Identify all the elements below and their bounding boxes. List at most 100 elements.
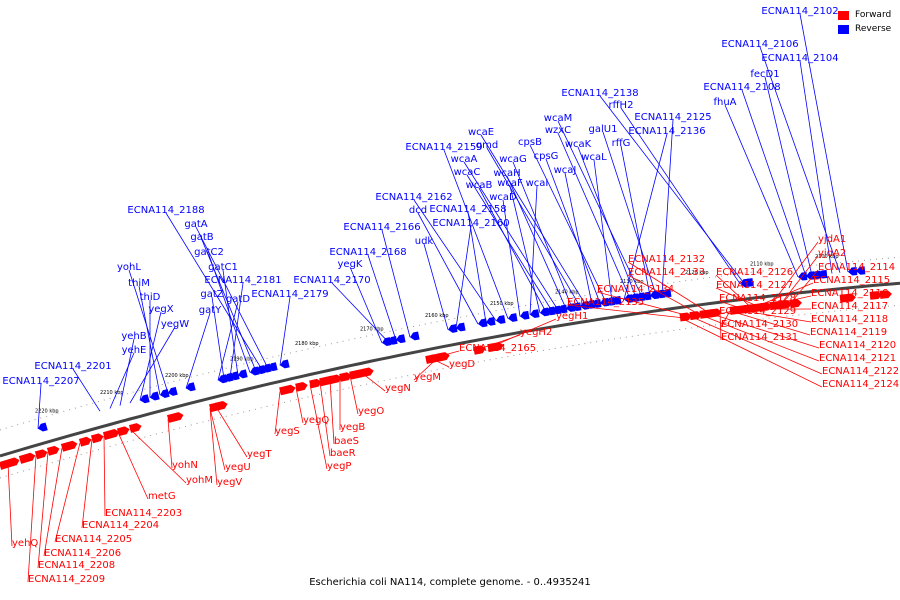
forward-label-32-leader (309, 384, 328, 470)
tick-label: 2140 kbp (555, 290, 579, 296)
reverse-label-28-leader (502, 199, 521, 317)
forward-label-22: yegH1 (556, 311, 588, 322)
reverse-label-46: gatZ (200, 289, 223, 300)
forward-label-7: ECNA114_2119 (810, 327, 887, 338)
forward-label-33-leader (295, 387, 304, 424)
forward-gene-37 (46, 445, 60, 456)
forward-label-45-leader (37, 451, 49, 569)
reverse-gene-8 (650, 290, 660, 300)
reverse-label-54-leader (119, 338, 135, 406)
forward-label-8: ECNA114_2120 (819, 340, 896, 351)
reverse-label-45: ECNA114_2181 (204, 275, 281, 286)
reverse-label-10-leader (661, 119, 674, 295)
legend-label-reverse: Reverse (855, 24, 892, 34)
reverse-label-13-leader (557, 132, 631, 299)
forward-label-8-leader (709, 313, 820, 349)
forward-gene-30 (166, 412, 184, 423)
tick-label: 2190 kbp (230, 356, 254, 362)
forward-label-41: ECNA114_2203 (105, 508, 182, 519)
reverse-label-2: ECNA114_2104 (761, 53, 838, 64)
reverse-label-6-leader (599, 95, 745, 284)
tick-label: 2200 kbp (165, 373, 189, 379)
reverse-label-31: ECNA114_2158 (429, 204, 506, 215)
reverse-label-21-leader (512, 161, 573, 308)
forward-label-4-leader (759, 295, 812, 308)
reverse-label-30: ECNA114_2162 (375, 192, 452, 203)
reverse-label-0-leader (799, 13, 849, 272)
reverse-label-53-leader (129, 326, 176, 404)
reverse-label-3-leader (764, 76, 813, 276)
reverse-gene-4 (812, 270, 822, 280)
forward-label-22-leader (487, 318, 557, 349)
reverse-label-26-leader (509, 185, 541, 314)
reverse-gene-39 (280, 359, 290, 369)
reverse-gene-5 (818, 269, 828, 279)
legend: Forward Reverse (838, 8, 891, 36)
forward-gene-25 (309, 378, 322, 389)
forward-label-26: yegM (414, 372, 441, 383)
forward-gene-26 (295, 382, 308, 392)
reverse-label-57: ECNA114_2207 (2, 376, 79, 387)
reverse-gene-25 (540, 307, 550, 317)
reverse-label-25: wcaB (466, 180, 493, 191)
forward-label-11-leader (679, 317, 823, 388)
forward-gene-27 (279, 384, 296, 396)
forward-label-18: ECNA114_2132 (628, 254, 705, 265)
reverse-label-9-leader (620, 145, 651, 296)
forward-label-40-leader (117, 432, 149, 500)
reverse-label-29-leader (443, 149, 509, 319)
reverse-label-44-leader (222, 269, 239, 376)
reverse-label-29: ECNA114_2159 (405, 142, 482, 153)
tick-label: 2130 kbp (620, 279, 644, 285)
reverse-label-55-leader (109, 352, 135, 409)
reverse-gene-36 (396, 334, 406, 344)
reverse-label-10: ECNA114_2125 (634, 112, 711, 123)
legend-item-forward: Forward (838, 8, 891, 22)
forward-label-13: ECNA114_2127 (716, 280, 793, 291)
reverse-label-19: wcaE (468, 127, 494, 138)
reverse-label-34-leader (423, 243, 449, 330)
forward-label-43-leader (54, 442, 81, 543)
forward-label-3-leader (751, 282, 814, 309)
reverse-label-47-leader (217, 301, 239, 381)
reverse-label-1: ECNA114_2106 (721, 39, 798, 50)
reverse-label-6: ECNA114_2138 (561, 88, 638, 99)
forward-label-17-leader (719, 312, 722, 341)
legend-item-reverse: Reverse (838, 22, 891, 36)
reverse-gene-47 (218, 374, 228, 384)
reverse-label-3: fecD1 (750, 69, 779, 80)
forward-label-15-leader (718, 309, 739, 315)
reverse-label-40: ECNA114_2188 (127, 205, 204, 216)
reverse-label-52: yegX (148, 304, 173, 315)
forward-gene-24 (319, 375, 336, 387)
reverse-gene-49 (168, 386, 178, 396)
reverse-label-22-leader (506, 175, 567, 309)
forward-label-39: yohM (186, 475, 213, 486)
reverse-label-56: ECNA114_2201 (34, 361, 111, 372)
forward-gene-21 (349, 369, 366, 380)
tick-label: 2170 kbp (360, 327, 384, 333)
reverse-gene-3 (806, 271, 816, 280)
reverse-gene-28 (520, 310, 530, 320)
forward-label-21-leader (566, 304, 681, 318)
reverse-gene-37 (382, 337, 392, 346)
reverse-label-42: gatB (190, 232, 213, 243)
forward-label-38: yohN (172, 460, 198, 471)
reverse-gene-51 (150, 391, 160, 401)
forward-gene-1 (869, 291, 882, 300)
reverse-label-23-leader (463, 161, 559, 311)
reverse-gene-29 (508, 313, 518, 322)
forward-label-0-leader (769, 241, 819, 307)
reverse-label-43: gatC2 (194, 247, 224, 258)
forward-label-46: ECNA114_2209 (28, 574, 105, 585)
reverse-label-5-leader (724, 104, 799, 278)
tick-label: 2110 kbp (750, 262, 774, 268)
reverse-label-48-leader (185, 312, 211, 389)
reverse-gene-19 (586, 300, 596, 309)
forward-gene-29 (215, 400, 228, 411)
forward-label-16-leader (720, 310, 731, 328)
reverse-gene-14 (642, 291, 652, 301)
reverse-gene-27 (530, 309, 540, 318)
forward-label-5: ECNA114_2117 (811, 301, 888, 312)
